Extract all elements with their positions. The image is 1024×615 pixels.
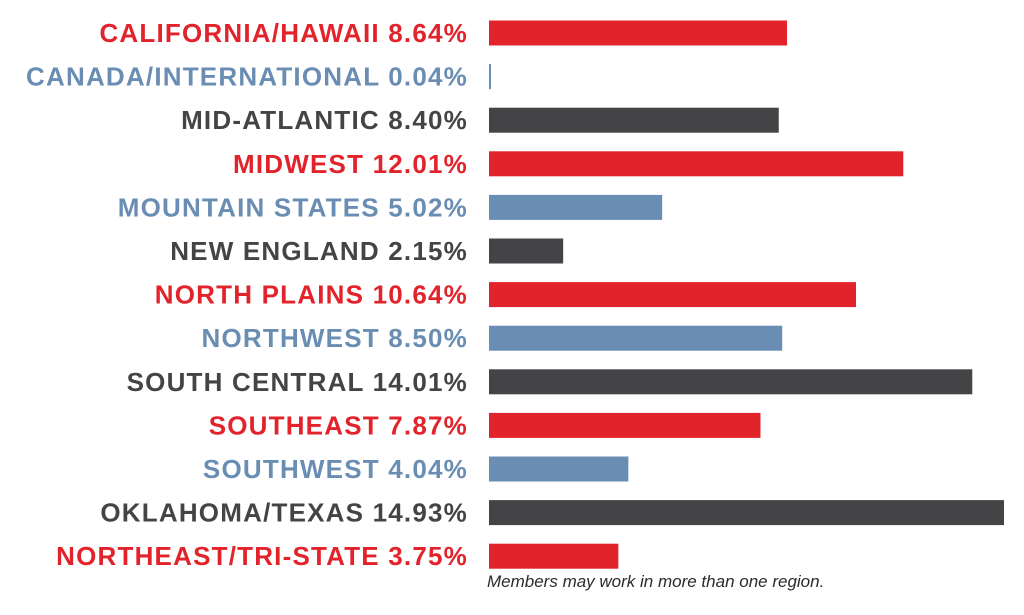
category-label-canada-international: CANADA/INTERNATIONAL (26, 62, 388, 92)
bar-northeast-tri-state (489, 543, 619, 569)
value-label-south-central: 14.01% (373, 367, 468, 397)
bar-southeast (489, 412, 761, 438)
category-label-southeast: SOUTHEAST (209, 410, 389, 440)
bar-mid-atlantic (489, 107, 779, 133)
category-label-north-plains: NORTH PLAINS (155, 280, 373, 310)
category-label-south-central: SOUTH CENTRAL (127, 367, 373, 397)
bar-label-southeast: SOUTHEAST 7.87% (209, 410, 468, 440)
bar-label-north-plains: NORTH PLAINS 10.64% (155, 280, 468, 310)
value-label-mountain-states: 5.02% (388, 192, 468, 222)
bar-label-mountain-states: MOUNTAIN STATES 5.02% (118, 192, 468, 222)
value-label-midwest: 12.01% (373, 149, 468, 179)
bar-label-south-central: SOUTH CENTRAL 14.01% (127, 367, 468, 397)
bar-label-midwest: MIDWEST 12.01% (233, 149, 468, 179)
category-label-new-england: NEW ENGLAND (170, 236, 388, 266)
value-label-southeast: 7.87% (388, 410, 468, 440)
bar-label-new-england: NEW ENGLAND 2.15% (170, 236, 468, 266)
category-label-oklahoma-texas: OKLAHOMA/TEXAS (100, 498, 372, 528)
bar-label-mid-atlantic: MID-ATLANTIC 8.40% (181, 105, 468, 135)
bar-northwest (489, 325, 783, 351)
bar-southwest (489, 456, 629, 482)
bar-label-northeast-tri-state: NORTHEAST/TRI-STATE 3.75% (56, 541, 468, 571)
bar-midwest (489, 151, 904, 177)
bar-mountain-states (489, 194, 663, 220)
chart-footnote: Members may work in more than one region… (487, 572, 825, 591)
value-label-new-england: 2.15% (388, 236, 468, 266)
bar-south-central (489, 369, 973, 395)
category-label-northeast-tri-state: NORTHEAST/TRI-STATE (56, 541, 388, 571)
bar-california-hawaii (489, 20, 788, 46)
value-label-california-hawaii: 8.64% (388, 18, 468, 48)
value-label-oklahoma-texas: 14.93% (373, 498, 468, 528)
bar-label-california-hawaii: CALIFORNIA/HAWAII 8.64% (99, 18, 468, 48)
category-label-mid-atlantic: MID-ATLANTIC (181, 105, 388, 135)
bar-label-northwest: NORTHWEST 8.50% (202, 323, 469, 353)
category-label-northwest: NORTHWEST (202, 323, 389, 353)
category-label-midwest: MIDWEST (233, 149, 373, 179)
category-label-southwest: SOUTHWEST (203, 454, 388, 484)
value-label-northeast-tri-state: 3.75% (388, 541, 468, 571)
bar-label-canada-international: CANADA/INTERNATIONAL 0.04% (26, 62, 468, 92)
bar-new-england (489, 238, 564, 264)
value-label-mid-atlantic: 8.40% (388, 105, 468, 135)
bar-north-plains (489, 282, 857, 308)
value-label-northwest: 8.50% (388, 323, 468, 353)
bar-label-southwest: SOUTHWEST 4.04% (203, 454, 468, 484)
category-label-california-hawaii: CALIFORNIA/HAWAII (99, 18, 388, 48)
bar-canada-international (489, 64, 491, 90)
value-label-canada-international: 0.04% (388, 62, 468, 92)
category-label-mountain-states: MOUNTAIN STATES (118, 192, 389, 222)
value-label-north-plains: 10.64% (373, 280, 468, 310)
bar-label-oklahoma-texas: OKLAHOMA/TEXAS 14.93% (100, 498, 468, 528)
value-label-southwest: 4.04% (388, 454, 468, 484)
bar-oklahoma-texas (489, 500, 1004, 526)
